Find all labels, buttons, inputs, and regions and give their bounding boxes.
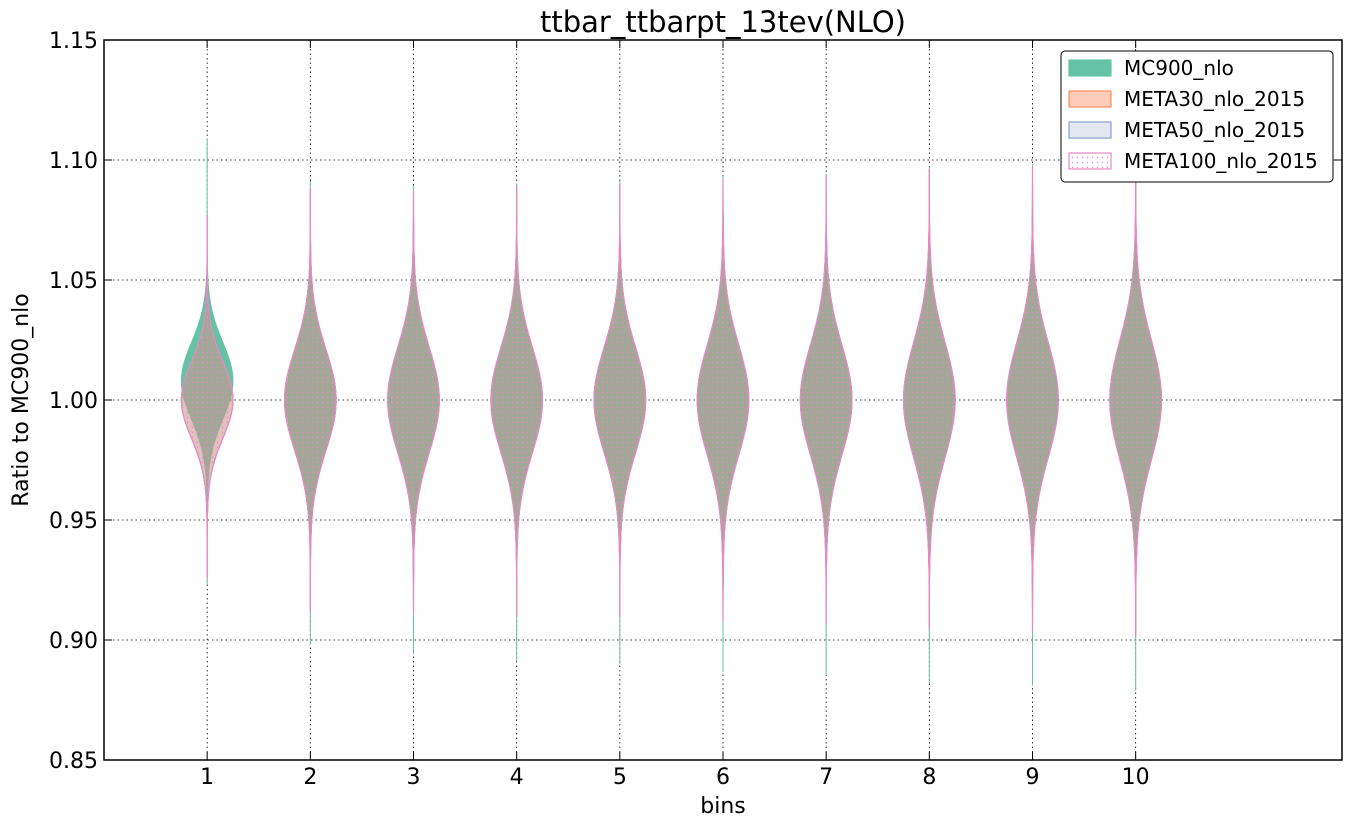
legend-swatch-MC900_nlo	[1068, 59, 1112, 77]
legend-swatch-META100_nlo_2015	[1068, 152, 1112, 170]
legend-swatch-META50_nlo_2015	[1068, 121, 1112, 139]
x-axis-ticks: 1 2 3 4 5 6 7 8 9 10	[200, 40, 1150, 790]
x-axis-label: bins	[700, 794, 745, 819]
legend-swatch-META30_nlo_2015	[1068, 90, 1112, 108]
x-tick-label: 4	[510, 765, 524, 790]
y-tick-label: 0.85	[49, 749, 98, 774]
y-tick-label: 0.95	[49, 509, 98, 534]
violin-META100_nlo_2015-bin-1	[180, 215, 234, 578]
y-tick-label: 1.15	[49, 29, 98, 54]
violin-META100_nlo_2015-bin-5	[593, 183, 647, 617]
series-META100_nlo_2015	[180, 164, 1163, 636]
y-tick-label: 1.00	[49, 389, 98, 414]
x-tick-label: 10	[1122, 765, 1150, 790]
legend-label-MC900_nlo: MC900_nlo	[1124, 56, 1234, 80]
y-axis-label: Ratio to MC900_nlo	[9, 293, 34, 506]
y-axis-ticks: 0.85 0.90 0.95 1.00 1.05 1.10 1.15	[49, 29, 1342, 774]
legend-label-META100_nlo_2015: META100_nlo_2015	[1124, 149, 1318, 173]
legend-label-META50_nlo_2015: META50_nlo_2015	[1124, 118, 1305, 142]
legend-box	[1060, 50, 1334, 183]
violin-META100_nlo_2015-bin-2	[283, 188, 337, 612]
x-tick-label: 7	[819, 765, 833, 790]
chart-title: ttbar_ttbarpt_13tev(NLO)	[540, 5, 906, 39]
y-tick-label: 1.05	[49, 269, 98, 294]
x-tick-label: 6	[716, 765, 730, 790]
violin-META100_nlo_2015-bin-3	[387, 190, 440, 615]
x-tick-label: 5	[613, 765, 627, 790]
x-tick-label: 1	[200, 765, 214, 790]
violin-META100_nlo_2015-bin-7	[799, 176, 853, 624]
x-tick-label: 8	[922, 765, 936, 790]
y-tick-label: 0.90	[49, 629, 98, 654]
legend: MC900_nlo META30_nlo_2015 META50_nlo_2015 M…	[1060, 50, 1334, 183]
legend-label-META30_nlo_2015: META30_nlo_2015	[1124, 87, 1305, 111]
x-tick-label: 9	[1026, 765, 1040, 790]
violin-META100_nlo_2015-bin-6	[696, 178, 750, 622]
violin-META100_nlo_2015-bin-4	[490, 185, 544, 617]
violins	[180, 138, 1163, 691]
violin-META100_nlo_2015-bin-10	[1109, 164, 1163, 636]
violin-META100_nlo_2015-bin-8	[902, 169, 956, 629]
y-tick-label: 1.10	[49, 149, 98, 174]
violin-META100_nlo_2015-bin-9	[1006, 166, 1059, 631]
x-tick-label: 2	[303, 765, 317, 790]
x-tick-label: 3	[407, 765, 421, 790]
